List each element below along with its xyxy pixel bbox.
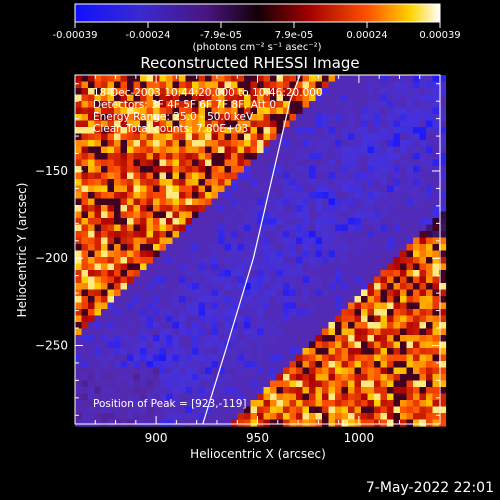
x-axis: 900 950 1000 <box>94 75 441 445</box>
x-axis-label: Heliocentric X (arcsec) <box>190 447 326 461</box>
info-overlay: 18-Dec-2003 10:44:20.000 to 10:46:20.000… <box>93 87 323 410</box>
colorbar-tick-label: 0.00039 <box>419 30 460 41</box>
timestamp: 7-May-2022 22:01 <box>365 480 494 496</box>
x-tick-label: 900 <box>145 431 168 445</box>
colorbar-tick-label: 7.9e-05 <box>275 30 313 41</box>
heatmap-image <box>75 75 447 427</box>
chart-title: Reconstructed RHESSI Image <box>140 54 359 72</box>
y-tick-label: −250 <box>35 338 68 352</box>
info-line-time: 18-Dec-2003 10:44:20.000 to 10:46:20.000 <box>93 87 323 99</box>
info-line-clean: Clean Total counts: 7.80E+03 <box>93 123 248 135</box>
colorbar-tick-label: 0.00024 <box>346 30 387 41</box>
x-tick-label: 950 <box>246 431 269 445</box>
solar-limb-curve <box>202 74 301 425</box>
y-tick-label: −150 <box>35 164 68 178</box>
peak-position-label: Position of Peak = [923,-119] <box>93 398 247 410</box>
colorbar-tick-label: -7.9e-05 <box>200 30 242 41</box>
colorbar-tick-label: -0.00039 <box>53 30 98 41</box>
y-axis-label: Heliocentric Y (arcsec) <box>15 183 29 318</box>
colorbar-ticks: -0.00039 -0.00024 -7.9e-05 7.9e-05 0.00024 0.… <box>53 22 461 41</box>
x-tick-label: 1000 <box>344 431 375 445</box>
colorbar-tick-label: -0.00024 <box>126 30 171 41</box>
colorbar-unit-label: (photons cm⁻² s⁻¹ asec⁻²) <box>192 42 321 53</box>
colorbar: -0.00039 -0.00024 -7.9e-05 7.9e-05 0.00024 0.… <box>53 3 461 53</box>
info-line-energy: Energy Range: 25.0 - 50.0 keV <box>93 111 254 123</box>
y-tick-label: −200 <box>35 251 68 265</box>
info-line-detectors: Detectors: 3F 4F 5F 6F 7F 8F, Att 0 <box>93 99 276 111</box>
colorbar-gradient <box>74 3 441 23</box>
y-axis: −150 −200 −250 <box>35 83 440 416</box>
